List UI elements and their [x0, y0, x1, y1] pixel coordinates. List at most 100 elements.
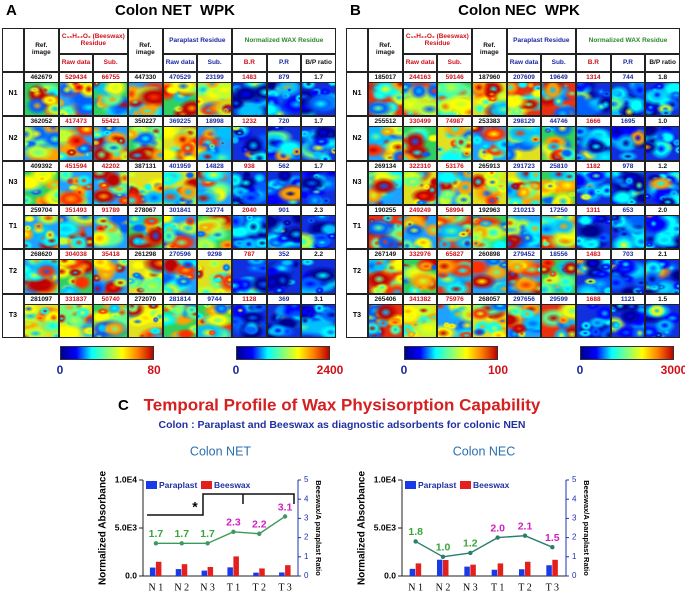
heatmap-image — [368, 82, 403, 117]
cell-value: 281097 — [24, 293, 59, 304]
heatmap-image — [93, 303, 128, 338]
heatmap-image — [24, 126, 59, 161]
heatmap-image — [301, 170, 336, 205]
cell-value: 1.8 — [645, 72, 680, 82]
heatmap-image — [24, 82, 59, 117]
heatmap-image — [58, 215, 94, 250]
colorbar-min: 0 — [56, 363, 64, 377]
heatmap-image — [645, 259, 680, 294]
legend-label: Beeswax — [214, 480, 251, 490]
x-tick-label: N 1 — [149, 582, 164, 593]
heatmap-image — [266, 82, 302, 117]
heatmap-image — [576, 303, 611, 338]
heatmap-image — [162, 170, 198, 205]
heatmap-image — [472, 259, 507, 294]
cell-value: 362052 — [24, 116, 59, 127]
cell-value: 562 — [266, 160, 302, 171]
heatmap-image — [541, 170, 576, 205]
y2-tick-label: 3 — [304, 514, 309, 523]
heatmap-image — [58, 126, 94, 161]
heatmap-image — [576, 126, 611, 161]
bar — [409, 568, 416, 576]
heatmap-image — [93, 126, 128, 161]
cell-value: 14828 — [197, 160, 232, 171]
colorbar-max: 100 — [487, 363, 509, 377]
legend-label: Paraplast — [159, 480, 197, 490]
bar — [149, 567, 156, 576]
y2-tick-label: 0 — [572, 571, 577, 580]
column-subheader: B/P ratio — [645, 54, 680, 72]
ratio-point — [440, 554, 446, 559]
heatmap-image — [506, 303, 542, 338]
cell-value: 1128 — [232, 293, 267, 304]
cell-value: 1232 — [232, 116, 267, 127]
cell-value: 269134 — [368, 160, 403, 171]
ratio-point — [495, 535, 500, 540]
heatmap-image — [437, 170, 472, 205]
cell-value: 23774 — [197, 205, 232, 215]
ratio-point — [550, 545, 555, 550]
section-title: Temporal Profile of Wax Physisorption Ca… — [144, 395, 541, 414]
heatmap-image — [437, 259, 472, 294]
cell-value: 703 — [610, 249, 646, 260]
heatmap-image — [368, 170, 403, 205]
y-axis-label: Normalized Absorbance — [357, 471, 368, 586]
heatmap-image — [162, 215, 198, 250]
bar — [552, 559, 558, 576]
heatmap-image — [128, 259, 163, 294]
cell-value: 53176 — [437, 160, 472, 171]
cell-value: 2.3 — [301, 205, 336, 215]
bar — [497, 563, 504, 576]
heatmap-image — [368, 259, 403, 294]
heatmap-image — [645, 303, 680, 338]
heatmap-image — [402, 170, 438, 205]
x-tick-label: T 2 — [253, 582, 266, 593]
cell-value: 1695 — [610, 116, 646, 127]
heatmap-image — [266, 259, 302, 294]
heatmap-image — [610, 126, 646, 161]
heatmap-image — [437, 215, 472, 250]
column-subheader: Sub. — [437, 54, 472, 72]
bar — [491, 569, 498, 576]
heatmap-image — [645, 126, 680, 161]
x-tick-label: N 3 — [200, 582, 215, 593]
heatmap-image — [402, 303, 438, 338]
heatmap-image — [197, 126, 232, 161]
cell-value: 9744 — [197, 293, 232, 304]
cell-value: 268620 — [24, 249, 59, 260]
heatmap-image — [645, 170, 680, 205]
cell-value: 75976 — [437, 293, 472, 304]
ratio-label: 1.8 — [408, 526, 423, 538]
panel-title: Colon NEC WPK — [458, 2, 580, 19]
heatmap-image — [93, 82, 128, 117]
ratio-label: 2.1 — [518, 520, 533, 532]
panel-label: B — [350, 2, 361, 19]
colorbar-min: 0 — [400, 363, 408, 377]
group-header: C₁₆H₃₂O₂ (Beeswax) Residue — [58, 28, 128, 54]
bar — [415, 563, 422, 576]
x-tick-label: N 2 — [174, 582, 189, 593]
heatmap-image — [301, 303, 336, 338]
heatmap-image — [576, 82, 611, 117]
cell-value: 187960 — [472, 72, 507, 82]
column-subheader: Raw data — [58, 54, 94, 72]
cell-value: 255512 — [368, 116, 403, 127]
bar — [285, 565, 291, 576]
bar — [201, 570, 208, 576]
cell-value: 58994 — [437, 205, 472, 215]
heatmap-image — [506, 215, 542, 250]
bar — [259, 568, 265, 576]
row-label: N2 — [2, 116, 24, 161]
y2-tick-label: 2 — [304, 533, 309, 542]
cell-value: 417473 — [58, 116, 94, 127]
colorbar-max: 3000 — [660, 363, 685, 377]
cell-value: 74987 — [437, 116, 472, 127]
cell-value: 44746 — [541, 116, 576, 127]
heatmap-image — [472, 126, 507, 161]
cell-value: 42202 — [93, 160, 128, 171]
heatmap-image — [645, 82, 680, 117]
heatmap-image — [541, 215, 576, 250]
y2-tick-label: 1 — [304, 552, 309, 561]
ratio-point — [522, 533, 528, 538]
row-label: T1 — [2, 205, 24, 250]
